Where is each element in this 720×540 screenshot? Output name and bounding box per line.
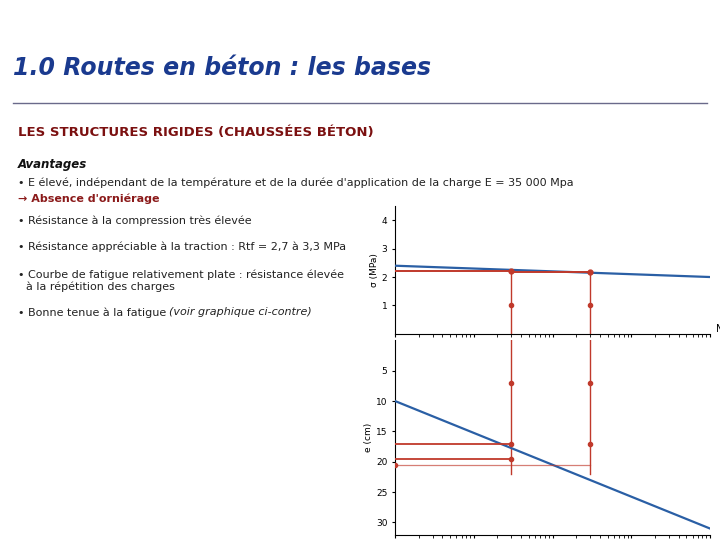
Text: Normalisation et bases de dimensionnement: Normalisation et bases de dimensionnemen… [58, 12, 291, 23]
Text: LES STRUCTURES RIGIDES (CHAUSSÉES BÉTON): LES STRUCTURES RIGIDES (CHAUSSÉES BÉTON) [18, 126, 374, 139]
Text: • Résistance appréciable à la traction : Rtf = 2,7 à 3,3 MPa: • Résistance appréciable à la traction :… [18, 241, 346, 252]
Text: 3.10⁶: 3.10⁶ [578, 348, 602, 357]
Text: • Résistance à la compression très élevée: • Résistance à la compression très élevé… [18, 215, 251, 226]
Y-axis label: e (cm): e (cm) [364, 423, 373, 452]
Text: • Bonne tenue à la fatigue: • Bonne tenue à la fatigue [18, 307, 170, 318]
Text: 1.0 Routes en béton : les bases: 1.0 Routes en béton : les bases [13, 56, 431, 79]
Text: à la répétition des charges: à la répétition des charges [26, 282, 175, 293]
Text: Avantages: Avantages [18, 158, 87, 171]
Text: → Absence d'orniérage: → Absence d'orniérage [18, 193, 160, 204]
Text: (voir graphique ci-contre): (voir graphique ci-contre) [169, 307, 312, 317]
Text: • Courbe de fatigue relativement plate : résistance élevée: • Courbe de fatigue relativement plate :… [18, 269, 344, 280]
Text: • E élevé, indépendant de la température et de la durée d'application de la char: • E élevé, indépendant de la température… [18, 177, 574, 187]
Text: SESSION 1 >: SESSION 1 > [9, 12, 86, 23]
Text: N: N [716, 323, 720, 334]
Text: 3.10⁵: 3.10⁵ [500, 348, 523, 357]
Y-axis label: σ (MPa): σ (MPa) [370, 253, 379, 287]
